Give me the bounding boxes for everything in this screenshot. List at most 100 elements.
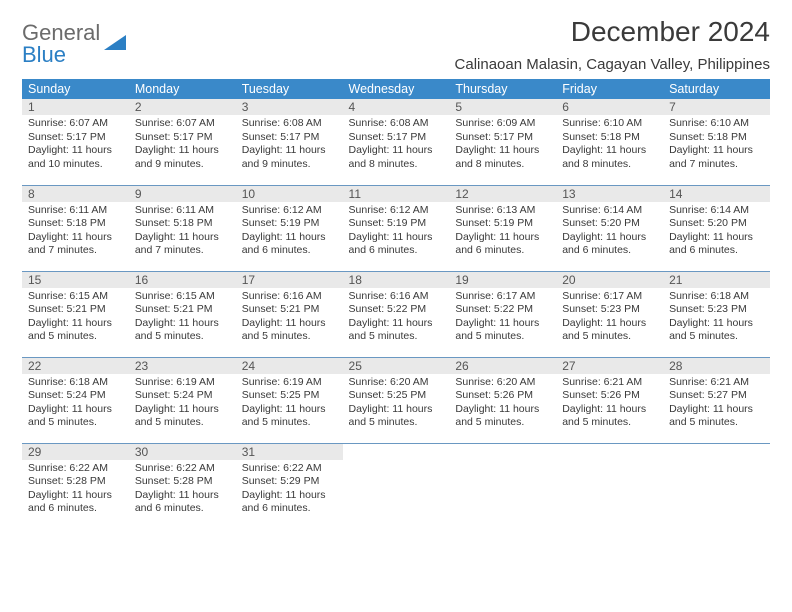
day-details: Sunrise: 6:20 AMSunset: 5:25 PMDaylight:… bbox=[343, 374, 450, 435]
day-number: 3 bbox=[236, 99, 343, 115]
day-number: 25 bbox=[343, 358, 450, 374]
day-number: 13 bbox=[556, 186, 663, 202]
day-details: Sunrise: 6:13 AMSunset: 5:19 PMDaylight:… bbox=[449, 202, 556, 263]
day-number: 11 bbox=[343, 186, 450, 202]
day-number: 9 bbox=[129, 186, 236, 202]
calendar-day-cell: 14Sunrise: 6:14 AMSunset: 5:20 PMDayligh… bbox=[663, 185, 770, 271]
calendar-day-cell: 2Sunrise: 6:07 AMSunset: 5:17 PMDaylight… bbox=[129, 99, 236, 185]
day-number: 8 bbox=[22, 186, 129, 202]
calendar-day-cell: 27Sunrise: 6:21 AMSunset: 5:26 PMDayligh… bbox=[556, 357, 663, 443]
day-number: 19 bbox=[449, 272, 556, 288]
weekday-header: Sunday bbox=[22, 79, 129, 99]
page-header: General Blue December 2024 Calinaoan Mal… bbox=[22, 16, 770, 73]
day-details: Sunrise: 6:19 AMSunset: 5:24 PMDaylight:… bbox=[129, 374, 236, 435]
weekday-header: Monday bbox=[129, 79, 236, 99]
logo-triangle-icon bbox=[104, 33, 126, 56]
calendar-day-cell: 21Sunrise: 6:18 AMSunset: 5:23 PMDayligh… bbox=[663, 271, 770, 357]
calendar-day-cell: 31Sunrise: 6:22 AMSunset: 5:29 PMDayligh… bbox=[236, 443, 343, 529]
day-number: 31 bbox=[236, 444, 343, 460]
day-details: Sunrise: 6:22 AMSunset: 5:29 PMDaylight:… bbox=[236, 460, 343, 521]
day-details: Sunrise: 6:16 AMSunset: 5:21 PMDaylight:… bbox=[236, 288, 343, 349]
calendar-day-cell: 30Sunrise: 6:22 AMSunset: 5:28 PMDayligh… bbox=[129, 443, 236, 529]
day-number: 23 bbox=[129, 358, 236, 374]
calendar-day-cell: 5Sunrise: 6:09 AMSunset: 5:17 PMDaylight… bbox=[449, 99, 556, 185]
weekday-header: Tuesday bbox=[236, 79, 343, 99]
calendar-week-row: 1Sunrise: 6:07 AMSunset: 5:17 PMDaylight… bbox=[22, 99, 770, 185]
brand-logo: General Blue bbox=[22, 22, 126, 66]
calendar-day-cell: 9Sunrise: 6:11 AMSunset: 5:18 PMDaylight… bbox=[129, 185, 236, 271]
calendar-week-row: 8Sunrise: 6:11 AMSunset: 5:18 PMDaylight… bbox=[22, 185, 770, 271]
logo-line1: General bbox=[22, 22, 100, 44]
calendar-day-cell: 26Sunrise: 6:20 AMSunset: 5:26 PMDayligh… bbox=[449, 357, 556, 443]
day-details: Sunrise: 6:21 AMSunset: 5:26 PMDaylight:… bbox=[556, 374, 663, 435]
day-details: Sunrise: 6:11 AMSunset: 5:18 PMDaylight:… bbox=[22, 202, 129, 263]
day-number: 12 bbox=[449, 186, 556, 202]
logo-line2: Blue bbox=[22, 44, 100, 66]
calendar-header-row: Sunday Monday Tuesday Wednesday Thursday… bbox=[22, 79, 770, 99]
day-details: Sunrise: 6:08 AMSunset: 5:17 PMDaylight:… bbox=[343, 115, 450, 176]
calendar-day-cell bbox=[449, 443, 556, 529]
day-number: 7 bbox=[663, 99, 770, 115]
day-details: Sunrise: 6:11 AMSunset: 5:18 PMDaylight:… bbox=[129, 202, 236, 263]
calendar-day-cell: 1Sunrise: 6:07 AMSunset: 5:17 PMDaylight… bbox=[22, 99, 129, 185]
day-number: 6 bbox=[556, 99, 663, 115]
calendar-day-cell: 24Sunrise: 6:19 AMSunset: 5:25 PMDayligh… bbox=[236, 357, 343, 443]
calendar-day-cell: 16Sunrise: 6:15 AMSunset: 5:21 PMDayligh… bbox=[129, 271, 236, 357]
day-details: Sunrise: 6:21 AMSunset: 5:27 PMDaylight:… bbox=[663, 374, 770, 435]
calendar-day-cell: 10Sunrise: 6:12 AMSunset: 5:19 PMDayligh… bbox=[236, 185, 343, 271]
calendar-day-cell: 23Sunrise: 6:19 AMSunset: 5:24 PMDayligh… bbox=[129, 357, 236, 443]
day-number: 28 bbox=[663, 358, 770, 374]
calendar-table: Sunday Monday Tuesday Wednesday Thursday… bbox=[22, 79, 770, 529]
day-number: 4 bbox=[343, 99, 450, 115]
day-number: 5 bbox=[449, 99, 556, 115]
day-details: Sunrise: 6:17 AMSunset: 5:22 PMDaylight:… bbox=[449, 288, 556, 349]
day-details: Sunrise: 6:16 AMSunset: 5:22 PMDaylight:… bbox=[343, 288, 450, 349]
calendar-day-cell: 6Sunrise: 6:10 AMSunset: 5:18 PMDaylight… bbox=[556, 99, 663, 185]
day-number: 10 bbox=[236, 186, 343, 202]
calendar-day-cell: 4Sunrise: 6:08 AMSunset: 5:17 PMDaylight… bbox=[343, 99, 450, 185]
day-details: Sunrise: 6:14 AMSunset: 5:20 PMDaylight:… bbox=[663, 202, 770, 263]
day-details: Sunrise: 6:22 AMSunset: 5:28 PMDaylight:… bbox=[129, 460, 236, 521]
day-number: 29 bbox=[22, 444, 129, 460]
calendar-day-cell bbox=[556, 443, 663, 529]
calendar-day-cell bbox=[343, 443, 450, 529]
calendar-day-cell: 20Sunrise: 6:17 AMSunset: 5:23 PMDayligh… bbox=[556, 271, 663, 357]
day-details: Sunrise: 6:12 AMSunset: 5:19 PMDaylight:… bbox=[236, 202, 343, 263]
day-details: Sunrise: 6:07 AMSunset: 5:17 PMDaylight:… bbox=[129, 115, 236, 176]
day-number: 27 bbox=[556, 358, 663, 374]
day-details: Sunrise: 6:22 AMSunset: 5:28 PMDaylight:… bbox=[22, 460, 129, 521]
calendar-day-cell: 22Sunrise: 6:18 AMSunset: 5:24 PMDayligh… bbox=[22, 357, 129, 443]
day-details: Sunrise: 6:12 AMSunset: 5:19 PMDaylight:… bbox=[343, 202, 450, 263]
day-number: 1 bbox=[22, 99, 129, 115]
day-details: Sunrise: 6:18 AMSunset: 5:23 PMDaylight:… bbox=[663, 288, 770, 349]
calendar-day-cell: 18Sunrise: 6:16 AMSunset: 5:22 PMDayligh… bbox=[343, 271, 450, 357]
calendar-week-row: 29Sunrise: 6:22 AMSunset: 5:28 PMDayligh… bbox=[22, 443, 770, 529]
day-details: Sunrise: 6:15 AMSunset: 5:21 PMDaylight:… bbox=[22, 288, 129, 349]
calendar-day-cell: 25Sunrise: 6:20 AMSunset: 5:25 PMDayligh… bbox=[343, 357, 450, 443]
day-number: 22 bbox=[22, 358, 129, 374]
calendar-day-cell: 19Sunrise: 6:17 AMSunset: 5:22 PMDayligh… bbox=[449, 271, 556, 357]
location-text: Calinaoan Malasin, Cagayan Valley, Phili… bbox=[455, 56, 770, 73]
calendar-day-cell: 13Sunrise: 6:14 AMSunset: 5:20 PMDayligh… bbox=[556, 185, 663, 271]
day-number: 15 bbox=[22, 272, 129, 288]
month-title: December 2024 bbox=[455, 16, 770, 48]
day-number: 18 bbox=[343, 272, 450, 288]
day-number: 26 bbox=[449, 358, 556, 374]
calendar-day-cell: 3Sunrise: 6:08 AMSunset: 5:17 PMDaylight… bbox=[236, 99, 343, 185]
calendar-week-row: 22Sunrise: 6:18 AMSunset: 5:24 PMDayligh… bbox=[22, 357, 770, 443]
day-number: 16 bbox=[129, 272, 236, 288]
day-details: Sunrise: 6:19 AMSunset: 5:25 PMDaylight:… bbox=[236, 374, 343, 435]
day-details: Sunrise: 6:18 AMSunset: 5:24 PMDaylight:… bbox=[22, 374, 129, 435]
day-number: 14 bbox=[663, 186, 770, 202]
title-block: December 2024 Calinaoan Malasin, Cagayan… bbox=[455, 16, 770, 73]
calendar-day-cell: 11Sunrise: 6:12 AMSunset: 5:19 PMDayligh… bbox=[343, 185, 450, 271]
day-number: 30 bbox=[129, 444, 236, 460]
day-number: 24 bbox=[236, 358, 343, 374]
day-details: Sunrise: 6:07 AMSunset: 5:17 PMDaylight:… bbox=[22, 115, 129, 176]
day-number: 17 bbox=[236, 272, 343, 288]
weekday-header: Friday bbox=[556, 79, 663, 99]
day-details: Sunrise: 6:10 AMSunset: 5:18 PMDaylight:… bbox=[663, 115, 770, 176]
day-details: Sunrise: 6:15 AMSunset: 5:21 PMDaylight:… bbox=[129, 288, 236, 349]
day-details: Sunrise: 6:08 AMSunset: 5:17 PMDaylight:… bbox=[236, 115, 343, 176]
calendar-day-cell: 15Sunrise: 6:15 AMSunset: 5:21 PMDayligh… bbox=[22, 271, 129, 357]
